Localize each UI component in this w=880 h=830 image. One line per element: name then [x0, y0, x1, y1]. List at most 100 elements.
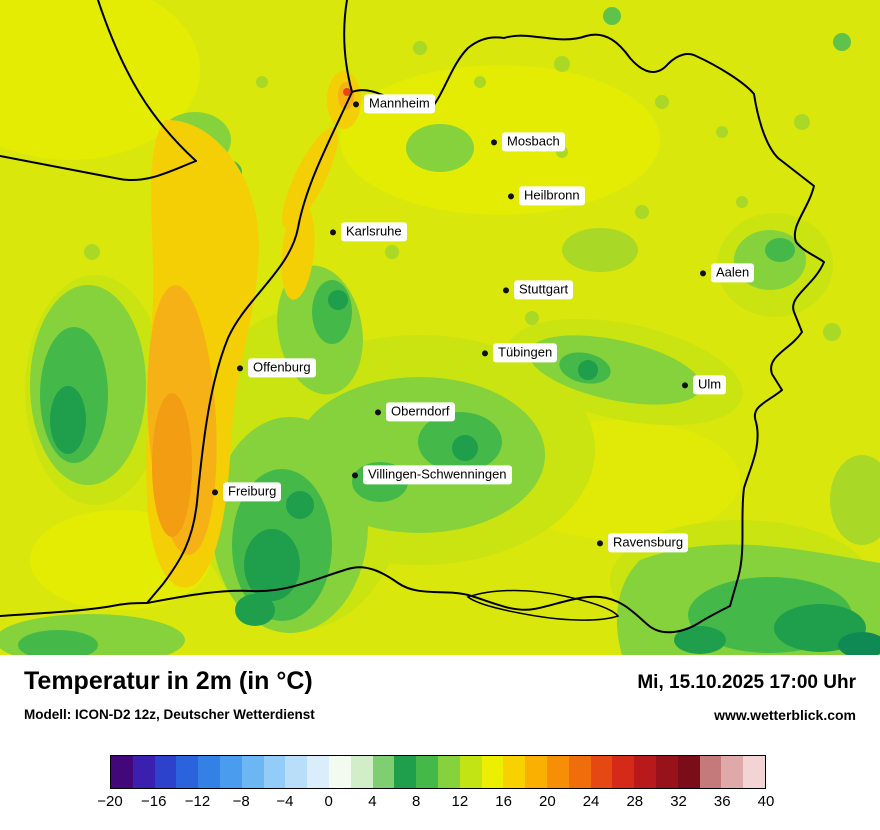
colorbar-segment	[307, 756, 329, 788]
city-label: Villingen-Schwenningen	[363, 465, 512, 485]
border-hessen	[343, 0, 353, 93]
map-title: Temperatur in 2m (in °C)	[24, 667, 313, 695]
temperature-legend: −20 −16 −12 −8 −4 0 4 8 12 16 20 24 28 32 36 40	[97, 755, 774, 811]
city-dot	[237, 365, 243, 371]
colorbar-tick-label: −8	[232, 793, 250, 810]
colorbar-segment	[111, 756, 133, 788]
colorbar-segment	[699, 756, 722, 788]
colorbar-ticks: −20 −16 −12 −8 −4 0 4 8 12 16 20 24 28 32 36 40	[97, 793, 774, 811]
city-dot	[482, 350, 488, 356]
city-marker: Oberndorf	[375, 402, 455, 422]
city-dot	[597, 540, 603, 546]
colorbar-segment	[503, 756, 526, 788]
lake-constance	[466, 589, 620, 621]
city-label: Heilbronn	[519, 186, 585, 206]
border-rhine-west	[146, 91, 353, 604]
city-dot	[353, 101, 359, 107]
colorbar-segment	[459, 756, 482, 788]
colorbar	[110, 755, 766, 789]
colorbar-segment	[176, 756, 199, 788]
city-marker: Offenburg	[237, 358, 316, 378]
border-swiss-west	[0, 602, 148, 617]
city-label: Stuttgart	[514, 280, 574, 300]
colorbar-segment	[263, 756, 286, 788]
website-text: www.wetterblick.com	[714, 707, 856, 723]
colorbar-segment	[372, 756, 395, 788]
city-marker-layer: Mannheim Mosbach Heilbronn Karlsruhe Aalen St…	[212, 94, 755, 553]
city-dot	[330, 229, 336, 235]
city-marker: Mannheim	[353, 94, 435, 114]
city-dot	[508, 193, 514, 199]
city-dot	[375, 409, 381, 415]
colorbar-segment	[285, 756, 308, 788]
colorbar-segment	[328, 756, 351, 788]
border-south	[146, 566, 731, 634]
city-dot	[491, 139, 497, 145]
colorbar-tick-label: 4	[368, 793, 377, 810]
colorbar-segment	[546, 756, 569, 788]
colorbar-segment	[612, 756, 635, 788]
city-label: Tübingen	[493, 343, 558, 363]
colorbar-tick-label: 12	[451, 793, 469, 810]
city-marker: Mosbach	[491, 132, 565, 152]
colorbar-segment	[350, 756, 373, 788]
border-east	[729, 93, 825, 607]
city-label: Karlsruhe	[341, 222, 407, 242]
colorbar-segment	[198, 756, 220, 788]
city-dot	[503, 287, 509, 293]
city-marker: Karlsruhe	[330, 222, 407, 242]
colorbar-segment	[394, 756, 417, 788]
city-marker: Ulm	[682, 375, 727, 395]
colorbar-segment	[437, 756, 460, 788]
temperature-map: Mannheim Mosbach Heilbronn Karlsruhe Aalen St…	[0, 0, 880, 655]
city-label: Freiburg	[223, 482, 282, 502]
border-lines	[0, 0, 825, 634]
city-label: Aalen	[711, 263, 755, 283]
colorbar-segment	[590, 756, 613, 788]
city-marker: Stuttgart	[503, 280, 574, 300]
colorbar-tick-label: 0	[324, 793, 333, 810]
colorbar-segment	[481, 756, 504, 788]
colorbar-tick-label: −12	[184, 793, 211, 810]
colorbar-segment	[568, 756, 591, 788]
city-label: Offenburg	[248, 358, 316, 378]
colorbar-tick-label: 36	[713, 793, 731, 810]
city-marker: Aalen	[700, 263, 755, 283]
city-dot	[700, 270, 706, 276]
colorbar-tick-label: 40	[757, 793, 775, 810]
colorbar-segment	[677, 756, 700, 788]
border-north	[351, 33, 755, 113]
colorbar-segment	[743, 756, 765, 788]
city-dot	[682, 382, 688, 388]
colorbar-segment	[416, 756, 438, 788]
city-marker: Ravensburg	[597, 533, 689, 553]
colorbar-tick-label: 28	[626, 793, 644, 810]
border-france-2	[97, 0, 197, 162]
colorbar-segment	[154, 756, 177, 788]
city-label: Mosbach	[502, 132, 565, 152]
colorbar-tick-label: 16	[495, 793, 512, 810]
city-marker: Tübingen	[482, 343, 558, 363]
colorbar-tick-label: 24	[582, 793, 600, 810]
valid-datetime: Mi, 15.10.2025 17:00 Uhr	[637, 672, 856, 693]
colorbar-tick-label: 8	[411, 793, 421, 810]
colorbar-segment	[241, 756, 264, 788]
colorbar-segment	[525, 756, 547, 788]
caption-bar: Temperatur in 2m (in °C) Mi, 15.10.2025 …	[0, 655, 880, 830]
colorbar-tick-label: −16	[140, 793, 167, 810]
colorbar-segment	[634, 756, 656, 788]
model-info: Modell: ICON-D2 12z, Deutscher Wetterdie…	[24, 707, 315, 722]
city-marker: Freiburg	[212, 482, 282, 502]
colorbar-segment	[721, 756, 744, 788]
city-dot	[212, 489, 218, 495]
colorbar-tick-label: −4	[276, 793, 294, 810]
colorbar-segment	[655, 756, 678, 788]
city-label: Ulm	[693, 375, 727, 395]
colorbar-tick-label: 20	[538, 793, 556, 810]
colorbar-segment	[219, 756, 242, 788]
city-label: Oberndorf	[386, 402, 455, 422]
colorbar-tick-label: 32	[670, 793, 687, 810]
city-label: Ravensburg	[608, 533, 689, 553]
city-label: Mannheim	[364, 94, 435, 114]
colorbar-tick-label: −20	[97, 793, 123, 810]
